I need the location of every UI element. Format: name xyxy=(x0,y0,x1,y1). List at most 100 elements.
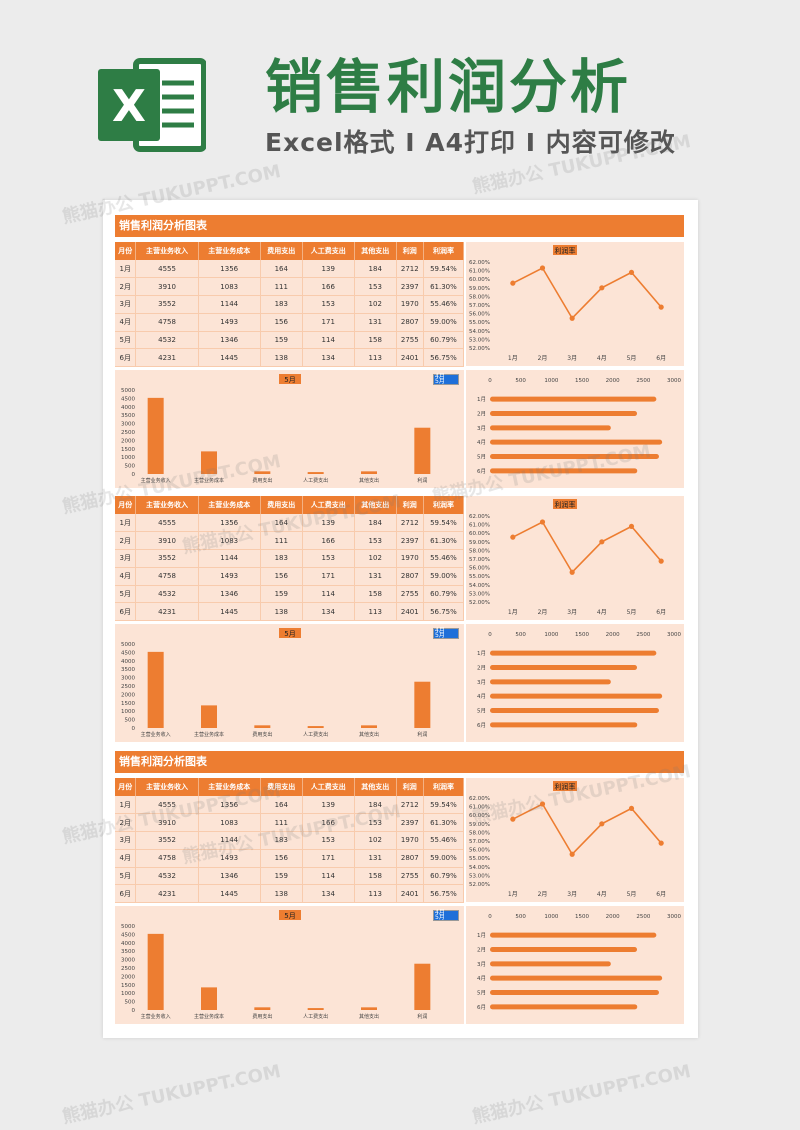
x-tick-label: 2500 xyxy=(636,378,650,384)
y-tick-label: 1500 xyxy=(121,447,135,453)
month-selector[interactable]: 4月 5月 xyxy=(433,374,459,385)
bar xyxy=(307,726,324,728)
table-cell: 134 xyxy=(302,602,355,622)
bar xyxy=(490,1004,638,1010)
table-cell: 4月 xyxy=(115,849,137,868)
table-cell: 1356 xyxy=(198,514,261,533)
x-tick-label: 0 xyxy=(488,378,492,384)
month-option[interactable]: 5月 xyxy=(434,632,458,638)
y-tick-label: 54.00% xyxy=(469,583,490,589)
data-table-panel: 月份 主营业务收入 主营业务成本 费用支出 人工费支出 其他支出 利润 利润率 1月 4555 13… xyxy=(115,778,465,904)
table-cell: 158 xyxy=(354,331,397,350)
table-header-cell: 利润 xyxy=(396,242,424,260)
month-option[interactable]: 4月 xyxy=(434,910,458,916)
bar xyxy=(490,932,657,938)
month-option[interactable]: 4月 xyxy=(434,374,458,380)
month-option[interactable]: 5月 xyxy=(434,914,458,920)
data-point xyxy=(599,285,605,291)
x-tick-label: 主营业务成本 xyxy=(194,1013,224,1020)
page-title: 销售利润分析 xyxy=(265,53,632,121)
table-header-cell: 利润率 xyxy=(423,242,465,260)
x-tick-label: 费用支出 xyxy=(252,477,272,484)
y-tick-label: 54.00% xyxy=(469,329,490,335)
x-tick-label: 2月 xyxy=(538,355,548,362)
bar xyxy=(490,693,663,699)
month-selector[interactable]: 4月 5月 xyxy=(433,910,459,921)
bar xyxy=(201,705,217,728)
table-cell: 1970 xyxy=(396,549,424,568)
y-tick-label: 4500 xyxy=(121,396,135,402)
table-cell: 159 xyxy=(260,331,303,350)
bar xyxy=(307,472,324,474)
table-cell: 2月 xyxy=(115,277,137,297)
table-cell: 4758 xyxy=(135,567,199,586)
y-tick-label: 3000 xyxy=(121,676,135,682)
table-cell: 3552 xyxy=(135,831,199,850)
table-cell: 2755 xyxy=(396,331,424,350)
data-point xyxy=(510,280,516,286)
table-cell: 59.54% xyxy=(423,514,465,533)
table-cell: 1083 xyxy=(198,531,261,551)
data-point xyxy=(569,569,575,575)
table-cell: 139 xyxy=(302,514,355,533)
table-cell: 2807 xyxy=(396,313,424,332)
x-tick-label: 2000 xyxy=(606,378,620,384)
table-row: 6月 4231 1445 138 134 113 2401 56.75% xyxy=(115,884,465,904)
x-tick-label: 费用支出 xyxy=(252,731,272,738)
table-cell: 138 xyxy=(260,602,303,622)
data-point xyxy=(569,315,575,321)
month-option[interactable]: 5月 xyxy=(434,378,458,384)
table-cell: 184 xyxy=(354,260,397,279)
x-tick-label: 3月 xyxy=(567,355,577,362)
x-tick-label: 3000 xyxy=(667,378,681,384)
table-cell: 2807 xyxy=(396,567,424,586)
table-cell: 59.54% xyxy=(423,260,465,279)
x-tick-label: 利润 xyxy=(417,1013,427,1020)
data-point xyxy=(569,851,575,857)
table-cell: 59.00% xyxy=(423,849,465,868)
table-cell: 2月 xyxy=(115,813,137,833)
y-tick-label: 61.00% xyxy=(469,523,490,529)
month-option[interactable]: 4月 xyxy=(434,628,458,634)
table-cell: 2755 xyxy=(396,867,424,886)
y-tick-label: 2000 xyxy=(121,974,135,980)
x-tick-label: 6月 xyxy=(656,609,666,616)
x-tick-label: 0 xyxy=(488,914,492,920)
table-cell: 153 xyxy=(354,813,397,833)
bar xyxy=(490,411,638,416)
table-row: 2月 3910 1083 111 166 153 2397 61.30% xyxy=(115,531,465,551)
table-header-cell: 月份 xyxy=(115,242,137,260)
table-cell: 56.75% xyxy=(423,884,465,904)
table-header-cell: 主营业务收入 xyxy=(135,242,199,260)
section-header: 销售利润分析图表 xyxy=(115,751,684,773)
bar xyxy=(254,725,271,728)
y-tick-label: 4月 xyxy=(477,439,486,446)
table-header-cell: 利润 xyxy=(396,778,424,796)
profit-rate-line-chart: 利润率 62.00% 61.00% 60.00% 59.00% 58.00% 57.00% 5… xyxy=(469,499,666,616)
y-tick-label: 2000 xyxy=(121,438,135,444)
y-tick-label: 3500 xyxy=(121,949,135,955)
table-cell: 138 xyxy=(260,348,303,368)
x-tick-label: 500 xyxy=(515,378,526,384)
page-subtitle: Excel格式 I A4打印 I 内容可修改 xyxy=(265,128,676,157)
table-cell: 171 xyxy=(302,567,355,586)
table-cell: 183 xyxy=(260,831,303,850)
table-header-cell: 其他支出 xyxy=(354,242,397,260)
x-tick-label: 3000 xyxy=(667,914,681,920)
table-cell: 1144 xyxy=(198,549,261,568)
table-row: 3月 3552 1144 183 153 102 1970 55.46% xyxy=(115,295,465,314)
bar xyxy=(254,1007,271,1010)
table-cell: 56.75% xyxy=(423,602,465,622)
y-tick-label: 3月 xyxy=(477,679,486,686)
y-tick-label: 3000 xyxy=(121,958,135,964)
month-selector[interactable]: 4月 5月 xyxy=(433,628,459,639)
x-tick-label: 4月 xyxy=(597,891,607,898)
table-cell: 1月 xyxy=(115,796,137,815)
y-tick-label: 55.00% xyxy=(469,320,490,326)
table-cell: 131 xyxy=(354,313,397,332)
table-row: 4月 4758 1493 156 171 131 2807 59.00% xyxy=(115,567,465,586)
chart-title: 利润率 xyxy=(555,782,576,791)
y-tick-label: 62.00% xyxy=(469,514,490,520)
monthly-breakdown-chart-panel: 5月 5000 4500 4000 3500 3000 2500 2000 1500 1000 50… xyxy=(115,906,464,1024)
table-header-cell: 主营业务成本 xyxy=(198,496,261,514)
